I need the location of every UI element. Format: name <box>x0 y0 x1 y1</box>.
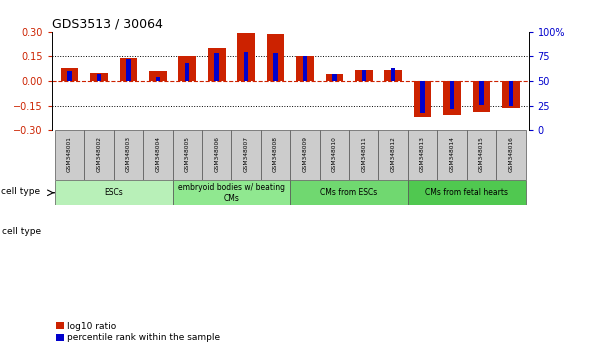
Bar <box>320 130 349 180</box>
Bar <box>332 74 337 81</box>
Bar <box>378 130 408 180</box>
Bar <box>290 180 408 205</box>
Text: GSM348015: GSM348015 <box>479 136 484 172</box>
Bar <box>114 130 143 180</box>
Bar <box>391 68 395 81</box>
Text: CMs from fetal hearts: CMs from fetal hearts <box>425 188 508 197</box>
Text: cell type: cell type <box>1 188 40 196</box>
Bar <box>502 81 520 108</box>
Bar <box>261 130 290 180</box>
Bar <box>84 130 114 180</box>
Bar <box>408 180 525 205</box>
Bar <box>172 130 202 180</box>
Text: GSM348012: GSM348012 <box>390 136 396 172</box>
Bar <box>266 34 284 81</box>
Bar <box>120 58 137 81</box>
Text: GSM348016: GSM348016 <box>508 136 513 172</box>
Bar <box>214 53 219 81</box>
Bar <box>202 130 232 180</box>
Bar <box>55 180 172 205</box>
Text: GDS3513 / 30064: GDS3513 / 30064 <box>52 18 163 31</box>
Text: GSM348002: GSM348002 <box>97 136 101 172</box>
Bar <box>496 130 525 180</box>
Bar <box>450 81 454 109</box>
Text: GSM348007: GSM348007 <box>244 136 249 172</box>
Bar <box>384 70 402 81</box>
Bar <box>362 70 366 81</box>
Text: embryoid bodies w/ beating
CMs: embryoid bodies w/ beating CMs <box>178 183 285 202</box>
Text: cell type: cell type <box>2 227 41 236</box>
Bar <box>467 130 496 180</box>
Text: GSM348004: GSM348004 <box>155 136 160 172</box>
Bar <box>178 56 196 81</box>
Bar <box>237 34 255 81</box>
Text: GSM348010: GSM348010 <box>332 136 337 172</box>
Bar <box>143 130 172 180</box>
Text: GSM348011: GSM348011 <box>361 136 366 172</box>
Bar <box>149 71 167 81</box>
Bar <box>349 130 378 180</box>
Bar <box>273 52 278 81</box>
Bar <box>302 56 307 81</box>
Bar <box>232 130 261 180</box>
Text: GSM348006: GSM348006 <box>214 136 219 172</box>
Text: GSM348013: GSM348013 <box>420 136 425 172</box>
Bar <box>208 48 225 81</box>
Bar <box>172 180 290 205</box>
Bar <box>90 73 108 81</box>
Bar <box>97 74 101 81</box>
Bar <box>156 77 160 81</box>
Text: GSM348001: GSM348001 <box>67 136 72 172</box>
Text: GSM348005: GSM348005 <box>185 136 190 172</box>
Text: GSM348009: GSM348009 <box>302 136 307 172</box>
Text: ESCs: ESCs <box>104 188 123 197</box>
Bar <box>479 81 484 105</box>
Bar <box>420 81 425 113</box>
Text: GSM348014: GSM348014 <box>450 136 455 172</box>
Text: GSM348003: GSM348003 <box>126 136 131 172</box>
Bar <box>290 130 320 180</box>
Bar <box>326 74 343 81</box>
Bar <box>443 81 461 115</box>
Bar <box>437 130 467 180</box>
Bar <box>55 130 84 180</box>
Bar <box>473 81 490 112</box>
Bar <box>185 63 189 81</box>
Bar <box>296 56 314 81</box>
Text: CMs from ESCs: CMs from ESCs <box>320 188 378 197</box>
Bar <box>408 130 437 180</box>
Bar <box>60 68 78 81</box>
Legend: log10 ratio, percentile rank within the sample: log10 ratio, percentile rank within the … <box>56 322 221 342</box>
Bar <box>67 71 72 81</box>
Bar <box>414 81 431 117</box>
Bar <box>355 70 373 81</box>
Bar <box>244 52 248 81</box>
Text: GSM348008: GSM348008 <box>273 136 278 172</box>
Bar <box>126 59 131 81</box>
Bar <box>509 81 513 105</box>
